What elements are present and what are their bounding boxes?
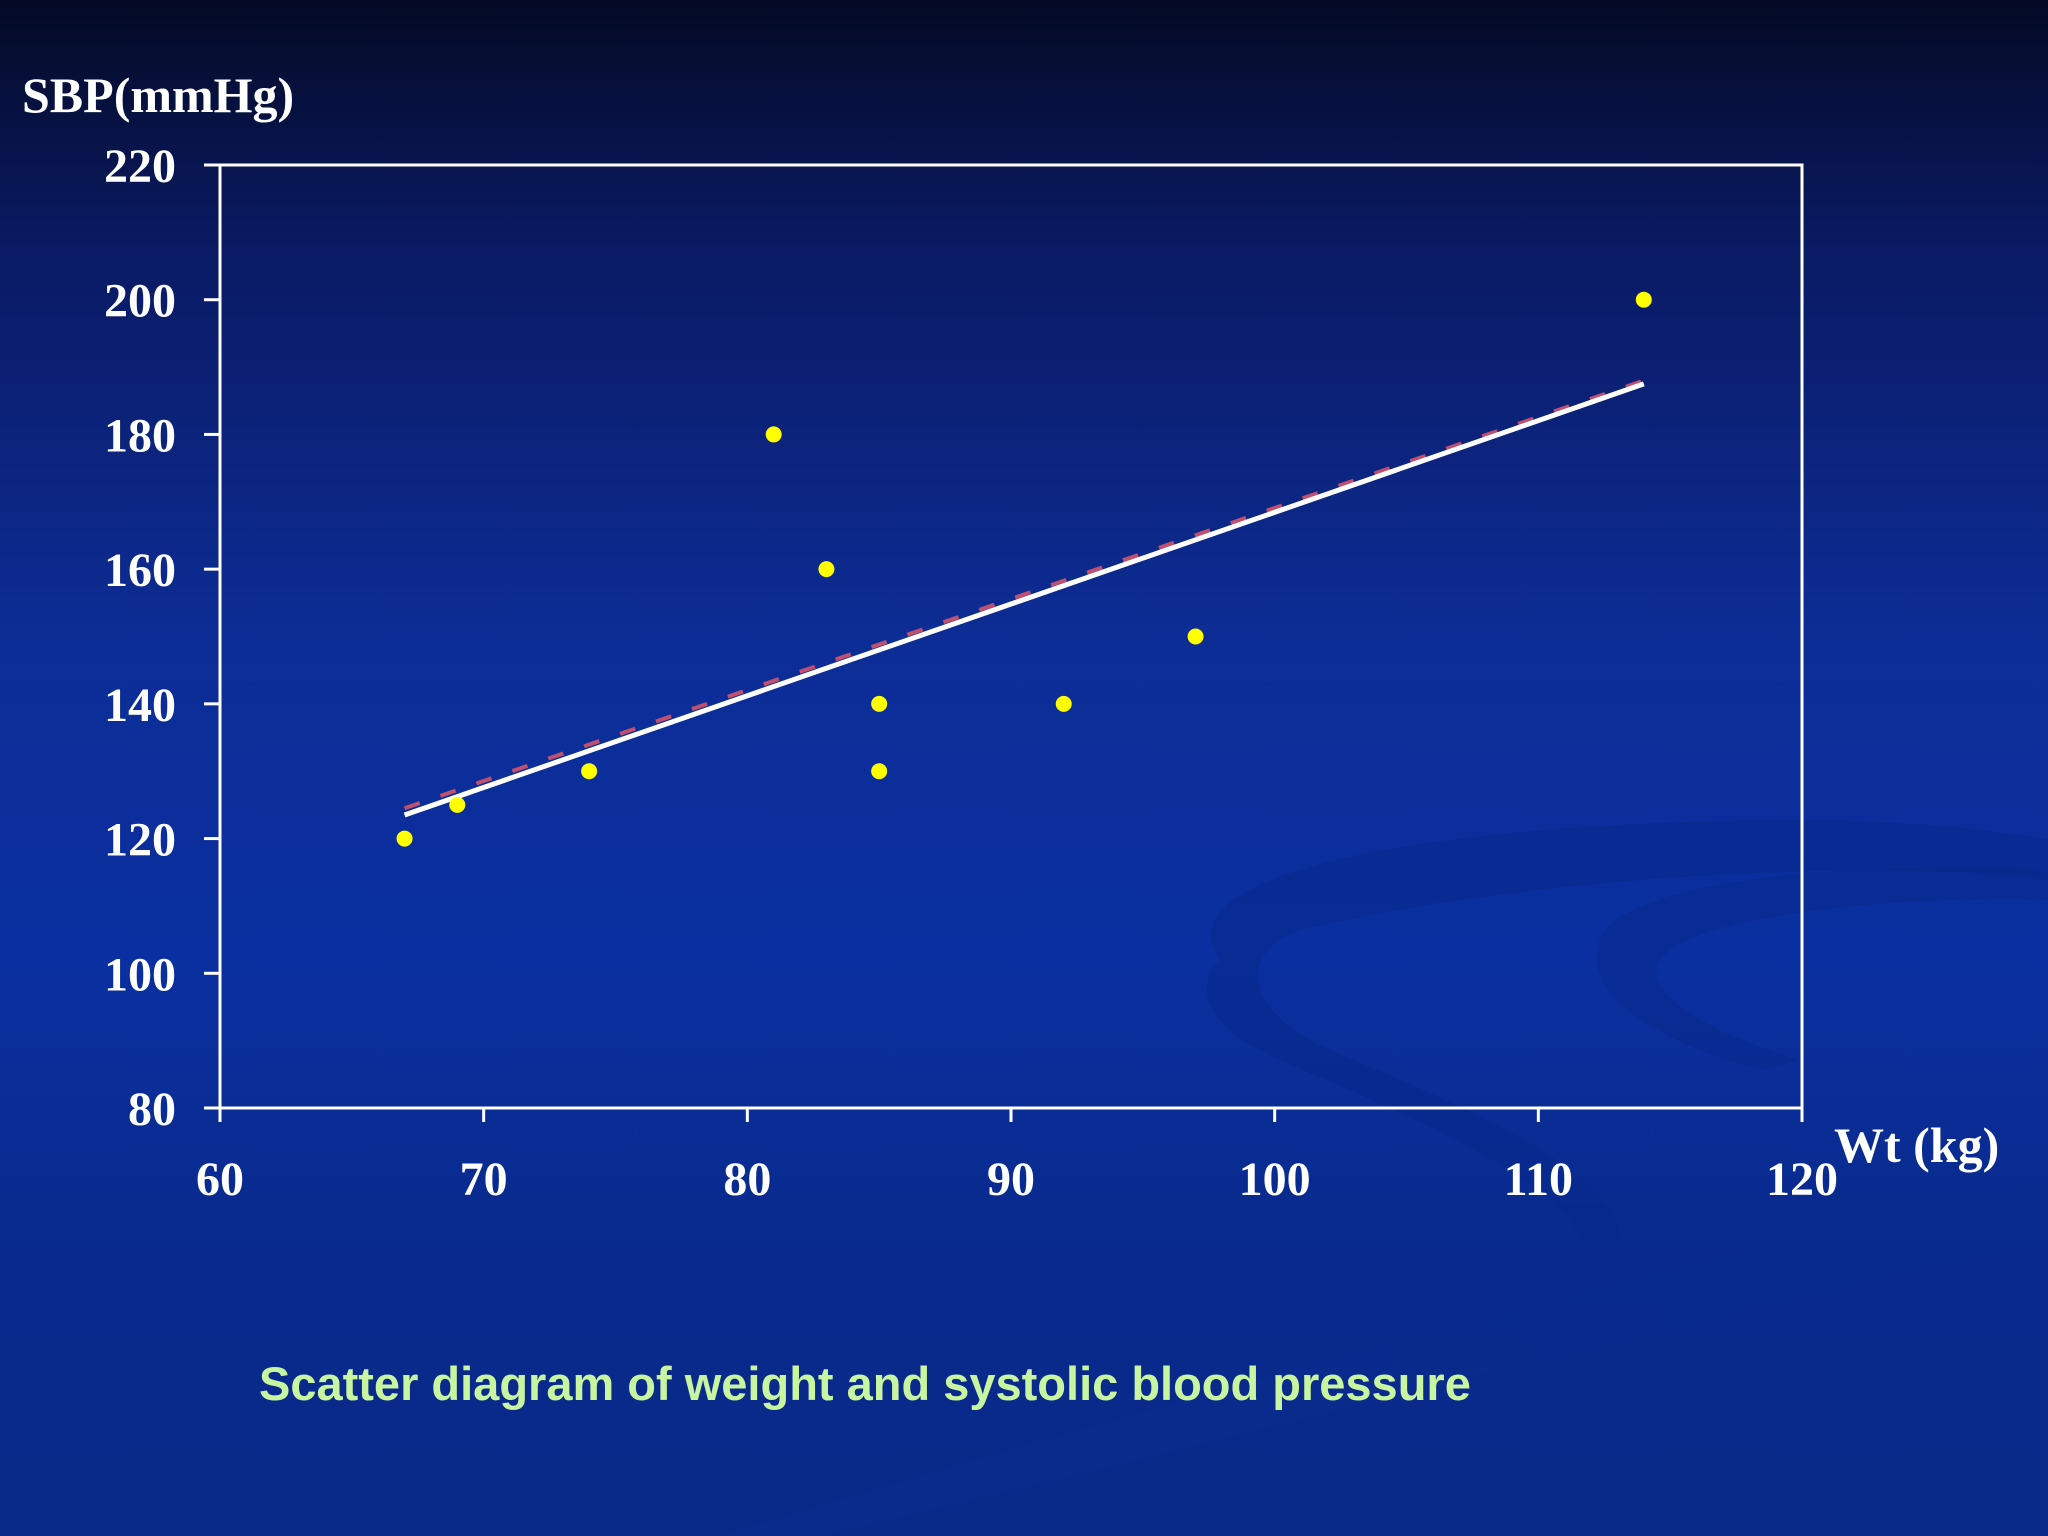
chart-axes (204, 163, 1804, 1122)
regression-lines (403, 378, 1645, 818)
x-axis-title: Wt (kg) (1834, 1117, 2000, 1173)
x-tick-label: 90 (987, 1153, 1035, 1206)
slide-caption: Scatter diagram of weight and systolic b… (259, 1357, 1471, 1410)
x-tick-label: 100 (1239, 1153, 1311, 1206)
data-point (765, 426, 782, 443)
data-point (871, 763, 888, 780)
plot-area-frame (218, 163, 1804, 1110)
tick-labels: 60 70 80 90 100 110 120 80 100 120 140 160 180 200 220 (104, 140, 1838, 1206)
y-tick-label: 140 (104, 679, 176, 732)
y-tick-label: 120 (104, 814, 176, 867)
regression-line-dashed (403, 378, 1645, 811)
data-point (871, 695, 888, 712)
data-points (396, 291, 1652, 847)
data-point (396, 830, 413, 847)
y-tick-label: 200 (104, 275, 176, 328)
y-axis-title: SBP(mmHg) (22, 67, 295, 123)
y-tick-label: 80 (128, 1083, 176, 1136)
y-tick-label: 220 (104, 140, 176, 193)
x-tick-label: 80 (723, 1153, 771, 1206)
y-tick-label: 180 (104, 409, 176, 462)
data-point (581, 763, 598, 780)
data-point (818, 561, 835, 578)
x-tick-label: 60 (196, 1153, 244, 1206)
data-point (1187, 628, 1204, 645)
x-tick-label: 120 (1766, 1153, 1838, 1206)
y-tick-label: 160 (104, 544, 176, 597)
data-point (1055, 695, 1072, 712)
y-tick-label: 100 (104, 948, 176, 1001)
data-point (1635, 291, 1652, 308)
x-tick-label: 110 (1504, 1153, 1573, 1206)
regression-line-solid (403, 381, 1645, 818)
x-tick-label: 70 (460, 1153, 508, 1206)
data-point (449, 796, 466, 813)
